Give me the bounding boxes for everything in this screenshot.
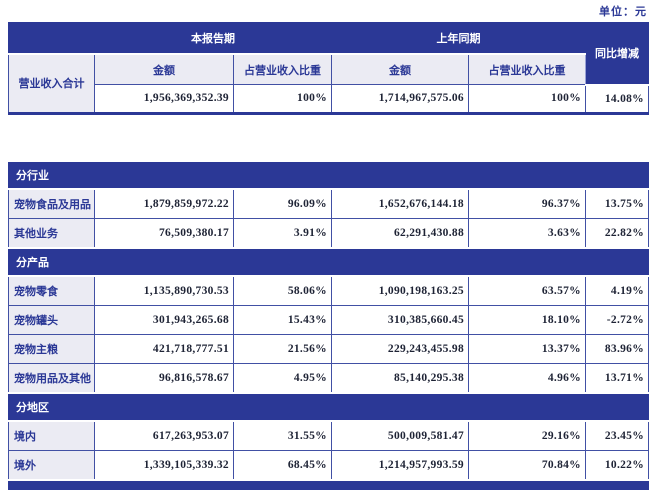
- current-share-cell: 96.09%: [233, 188, 332, 219]
- yoy-cell: 13.75%: [584, 188, 650, 219]
- current-share-header: 占营业收入比重: [233, 53, 332, 85]
- section-title: 分行业: [7, 160, 650, 190]
- section-header-by-product: 分产品: [7, 247, 650, 277]
- prior-share-cell: 70.84%: [468, 450, 586, 481]
- prior-share-cell: 63.57%: [468, 275, 586, 306]
- current-share-cell: 15.43%: [233, 305, 332, 335]
- total-revenue-label: 营业收入合计: [8, 53, 95, 114]
- yoy-cell: 4.19%: [584, 275, 650, 306]
- yoy-cell: -2.72%: [584, 305, 650, 335]
- current-amount-cell: 1,135,890,730.53: [94, 275, 234, 306]
- section-header-by-industry: 分行业: [7, 160, 650, 190]
- unit-label: 单位：元: [599, 6, 647, 18]
- total-current-amount: 1,956,369,352.39: [94, 84, 234, 114]
- revenue-breakdown-table: 分行业 宠物食品及用品 1,879,859,972.22 96.09% 1,65…: [7, 160, 650, 490]
- yoy-cell: 10.22%: [584, 450, 650, 481]
- yoy-cell: 83.96%: [584, 334, 650, 364]
- row-label: 宠物罐头: [8, 305, 95, 335]
- table-row: 其他业务 76,509,380.17 3.91% 62,291,430.88 3…: [8, 218, 650, 249]
- total-prior-amount: 1,714,967,575.06: [331, 84, 469, 114]
- prior-amount-header: 金额: [331, 53, 469, 85]
- section-title: 分产品: [7, 247, 650, 277]
- metric-header-row: 营业收入合计 金额 占营业收入比重 金额 占营业收入比重: [8, 53, 649, 114]
- yoy-change-header: 同比增减: [585, 22, 649, 86]
- cutoff-section-bar: [7, 479, 650, 489]
- revenue-summary-table: 本报告期 上年同期 同比增减 营业收入合计 金额 占营业收入比重 金额 占营业收…: [8, 22, 649, 115]
- prior-amount-cell: 85,140,295.38: [331, 363, 469, 394]
- current-share-cell: 3.91%: [233, 218, 332, 249]
- current-share-cell: 21.56%: [233, 334, 332, 364]
- current-amount-cell: 96,816,578.67: [94, 363, 234, 394]
- yoy-cell: 22.82%: [584, 218, 650, 249]
- prior-amount-cell: 1,090,198,163.25: [331, 275, 469, 306]
- corner-cell: [8, 22, 95, 55]
- prior-amount-cell: 229,243,455.98: [331, 334, 469, 364]
- row-label: 境外: [8, 450, 95, 481]
- yoy-cell: 13.71%: [584, 363, 650, 394]
- current-share-cell: 68.45%: [233, 450, 332, 481]
- prior-share-cell: 3.63%: [468, 218, 586, 249]
- current-amount-header: 金额: [94, 53, 234, 85]
- prior-amount-cell: 1,214,957,993.59: [331, 450, 469, 481]
- prior-share-cell: 29.16%: [468, 420, 586, 451]
- current-amount-cell: 1,879,859,972.22: [94, 188, 234, 219]
- prior-amount-cell: 310,385,660.45: [331, 305, 469, 335]
- table-row: 宠物食品及用品 1,879,859,972.22 96.09% 1,652,67…: [8, 188, 650, 219]
- table-row: 宠物主粮 421,718,777.51 21.56% 229,243,455.9…: [8, 334, 650, 364]
- prior-share-header: 占营业收入比重: [468, 53, 586, 85]
- table-row: 宠物罐头 301,943,265.68 15.43% 310,385,660.4…: [8, 305, 650, 335]
- current-share-cell: 58.06%: [233, 275, 332, 306]
- current-amount-cell: 1,339,105,339.32: [94, 450, 234, 481]
- row-label: 宠物食品及用品: [8, 188, 95, 219]
- current-amount-cell: 421,718,777.51: [94, 334, 234, 364]
- total-yoy: 14.08%: [585, 84, 649, 114]
- prior-amount-cell: 62,291,430.88: [331, 218, 469, 249]
- table-row: 境外 1,339,105,339.32 68.45% 1,214,957,993…: [8, 450, 650, 481]
- prior-period-header: 上年同期: [331, 22, 586, 55]
- row-label: 宠物零食: [8, 275, 95, 306]
- prior-share-cell: 4.96%: [468, 363, 586, 394]
- yoy-cell: 23.45%: [584, 420, 650, 451]
- row-label: 宠物主粮: [8, 334, 95, 364]
- prior-amount-cell: 500,009,581.47: [331, 420, 469, 451]
- table-row: 境内 617,263,953.07 31.55% 500,009,581.47 …: [8, 420, 650, 451]
- period-header-row: 本报告期 上年同期 同比增减: [8, 22, 649, 86]
- prior-share-cell: 13.37%: [468, 334, 586, 364]
- section-header-by-region: 分地区: [7, 392, 650, 422]
- prior-share-cell: 96.37%: [468, 188, 586, 219]
- total-revenue-row: 1,956,369,352.39 100% 1,714,967,575.06 1…: [9, 84, 649, 114]
- current-share-cell: 4.95%: [233, 363, 332, 394]
- row-label: 宠物用品及其他: [8, 363, 95, 394]
- table-row: 宠物零食 1,135,890,730.53 58.06% 1,090,198,1…: [8, 275, 650, 306]
- row-label: 其他业务: [8, 218, 95, 249]
- current-amount-cell: 301,943,265.68: [94, 305, 234, 335]
- section-title: 分地区: [7, 392, 650, 422]
- row-label: 境内: [8, 420, 95, 451]
- current-amount-cell: 76,509,380.17: [94, 218, 234, 249]
- table-row: 宠物用品及其他 96,816,578.67 4.95% 85,140,295.3…: [8, 363, 650, 394]
- prior-share-cell: 18.10%: [468, 305, 586, 335]
- prior-amount-cell: 1,652,676,144.18: [331, 188, 469, 219]
- current-period-header: 本报告期: [94, 22, 332, 55]
- current-amount-cell: 617,263,953.07: [94, 420, 234, 451]
- current-share-cell: 31.55%: [233, 420, 332, 451]
- total-current-share: 100%: [233, 84, 332, 114]
- total-prior-share: 100%: [468, 84, 586, 114]
